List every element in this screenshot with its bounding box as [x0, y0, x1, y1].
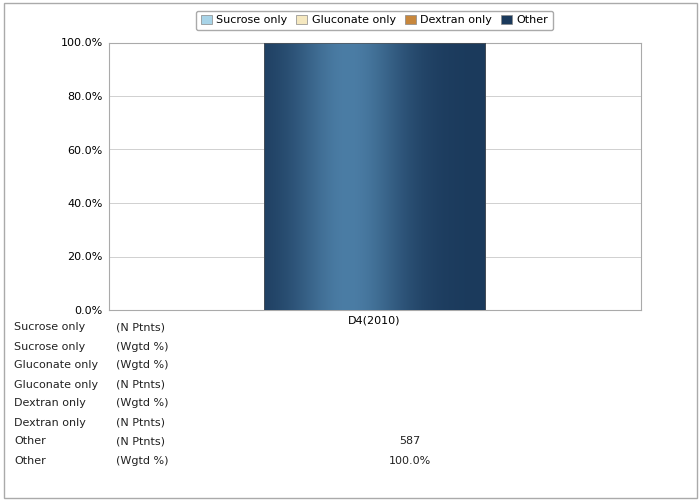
Text: Sucrose only: Sucrose only	[14, 342, 85, 351]
Text: (Wgtd %): (Wgtd %)	[116, 398, 168, 408]
Text: (N Ptnts): (N Ptnts)	[116, 380, 164, 390]
Text: Gluconate only: Gluconate only	[14, 380, 98, 390]
Text: Dextran only: Dextran only	[14, 398, 86, 408]
Legend: Sucrose only, Gluconate only, Dextran only, Other: Sucrose only, Gluconate only, Dextran on…	[196, 10, 553, 30]
Text: Other: Other	[14, 456, 46, 466]
Text: 587: 587	[399, 436, 420, 446]
Bar	[264, 42, 485, 310]
Text: Other: Other	[14, 436, 46, 446]
Text: Dextran only: Dextran only	[14, 418, 86, 428]
Text: (N Ptnts): (N Ptnts)	[116, 436, 164, 446]
Text: (N Ptnts): (N Ptnts)	[116, 418, 164, 428]
Text: Sucrose only: Sucrose only	[14, 322, 85, 332]
Text: (Wgtd %): (Wgtd %)	[116, 456, 168, 466]
Text: Gluconate only: Gluconate only	[14, 360, 98, 370]
Text: 100.0%: 100.0%	[389, 456, 430, 466]
Text: (N Ptnts): (N Ptnts)	[116, 322, 164, 332]
Text: (Wgtd %): (Wgtd %)	[116, 360, 168, 370]
Text: (Wgtd %): (Wgtd %)	[116, 342, 168, 351]
